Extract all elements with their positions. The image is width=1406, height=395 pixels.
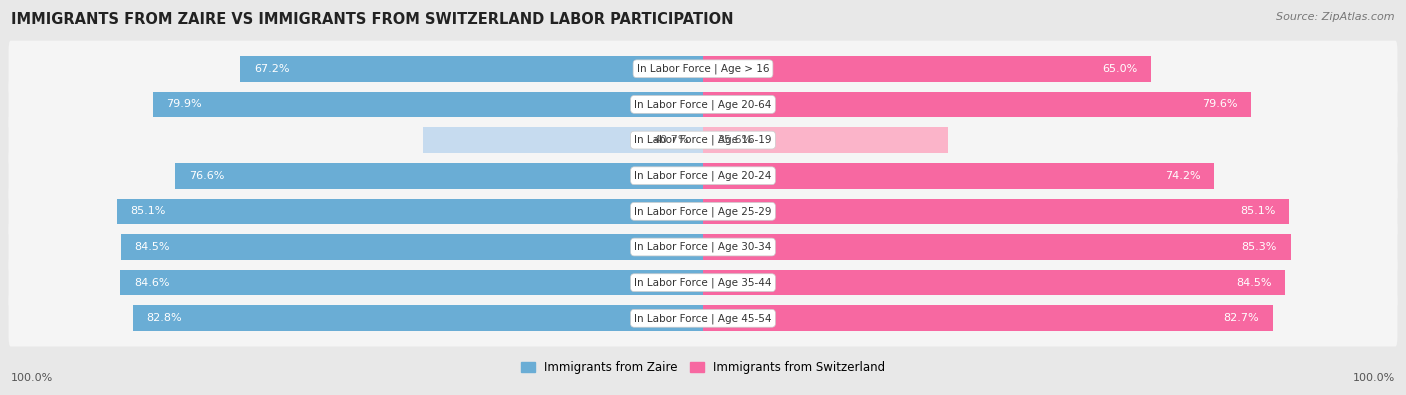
Text: 67.2%: 67.2% — [254, 64, 290, 74]
Bar — [703, 234, 1291, 260]
Text: 82.7%: 82.7% — [1223, 313, 1258, 324]
Text: In Labor Force | Age > 16: In Labor Force | Age > 16 — [637, 64, 769, 74]
Text: In Labor Force | Age 20-64: In Labor Force | Age 20-64 — [634, 99, 772, 110]
Text: In Labor Force | Age 16-19: In Labor Force | Age 16-19 — [634, 135, 772, 145]
Text: 85.3%: 85.3% — [1241, 242, 1277, 252]
Text: 85.1%: 85.1% — [1240, 206, 1275, 216]
Text: In Labor Force | Age 25-29: In Labor Force | Age 25-29 — [634, 206, 772, 216]
FancyBboxPatch shape — [8, 183, 1398, 239]
FancyBboxPatch shape — [8, 148, 1398, 204]
Bar — [240, 56, 703, 82]
Text: 79.9%: 79.9% — [166, 100, 202, 109]
Text: 40.7%: 40.7% — [654, 135, 689, 145]
Text: In Labor Force | Age 45-54: In Labor Force | Age 45-54 — [634, 313, 772, 324]
Legend: Immigrants from Zaire, Immigrants from Switzerland: Immigrants from Zaire, Immigrants from S… — [517, 357, 889, 378]
Text: 100.0%: 100.0% — [11, 373, 53, 383]
Bar — [132, 305, 703, 331]
Text: 79.6%: 79.6% — [1202, 100, 1237, 109]
Bar — [703, 270, 1285, 295]
Text: 100.0%: 100.0% — [1353, 373, 1395, 383]
Text: 84.5%: 84.5% — [135, 242, 170, 252]
FancyBboxPatch shape — [8, 219, 1398, 275]
Text: IMMIGRANTS FROM ZAIRE VS IMMIGRANTS FROM SWITZERLAND LABOR PARTICIPATION: IMMIGRANTS FROM ZAIRE VS IMMIGRANTS FROM… — [11, 12, 734, 27]
Bar — [703, 163, 1215, 188]
Text: 85.1%: 85.1% — [131, 206, 166, 216]
Bar — [703, 92, 1251, 117]
Text: 82.8%: 82.8% — [146, 313, 181, 324]
Bar — [120, 270, 703, 295]
Text: 84.6%: 84.6% — [134, 278, 170, 288]
FancyBboxPatch shape — [8, 112, 1398, 168]
Text: 76.6%: 76.6% — [188, 171, 225, 181]
Text: 35.6%: 35.6% — [717, 135, 752, 145]
Text: 65.0%: 65.0% — [1102, 64, 1137, 74]
Text: Source: ZipAtlas.com: Source: ZipAtlas.com — [1277, 12, 1395, 22]
FancyBboxPatch shape — [8, 254, 1398, 311]
Bar — [117, 199, 703, 224]
Bar — [121, 234, 703, 260]
Bar — [703, 305, 1272, 331]
Bar — [423, 127, 703, 153]
Bar — [703, 199, 1289, 224]
Text: 84.5%: 84.5% — [1236, 278, 1271, 288]
Text: In Labor Force | Age 30-34: In Labor Force | Age 30-34 — [634, 242, 772, 252]
Text: 74.2%: 74.2% — [1164, 171, 1201, 181]
Text: In Labor Force | Age 35-44: In Labor Force | Age 35-44 — [634, 277, 772, 288]
FancyBboxPatch shape — [8, 76, 1398, 133]
FancyBboxPatch shape — [8, 41, 1398, 97]
Bar — [703, 127, 948, 153]
Bar — [176, 163, 703, 188]
Bar — [703, 56, 1152, 82]
FancyBboxPatch shape — [8, 290, 1398, 346]
Bar — [152, 92, 703, 117]
Text: In Labor Force | Age 20-24: In Labor Force | Age 20-24 — [634, 171, 772, 181]
